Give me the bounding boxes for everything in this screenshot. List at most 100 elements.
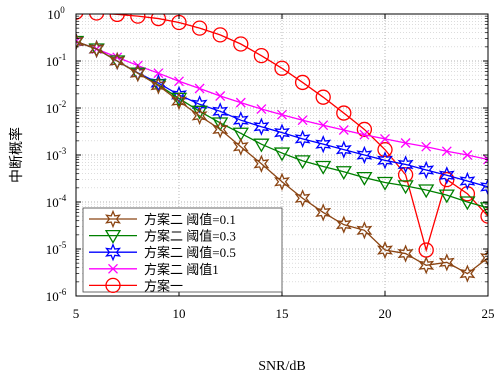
y-tick-label: 10-2 xyxy=(46,99,67,116)
legend-marker xyxy=(108,263,118,274)
data-point xyxy=(253,117,270,136)
data-point xyxy=(256,104,267,115)
data-point xyxy=(233,36,249,52)
data-point xyxy=(459,186,476,202)
data-point xyxy=(462,150,473,160)
data-point xyxy=(356,171,373,186)
data-point xyxy=(194,83,205,94)
data-point xyxy=(459,264,476,283)
data-point xyxy=(418,256,435,275)
data-point xyxy=(397,180,414,195)
legend-marker xyxy=(104,229,122,244)
data-point xyxy=(315,89,331,105)
data-point xyxy=(294,129,311,149)
data-point xyxy=(253,154,270,174)
x-tick-label: 20 xyxy=(379,306,392,321)
data-point xyxy=(297,115,308,126)
data-point xyxy=(315,134,332,154)
data-point xyxy=(459,171,476,191)
data-point xyxy=(418,184,435,199)
data-point xyxy=(480,208,488,224)
x-tick-label: 10 xyxy=(173,306,186,321)
data-point xyxy=(377,151,393,170)
data-point xyxy=(397,244,414,263)
data-point xyxy=(273,147,291,162)
data-point xyxy=(109,51,126,71)
data-point xyxy=(153,68,164,79)
data-point xyxy=(191,106,208,126)
data-point xyxy=(212,102,229,121)
data-point xyxy=(89,14,105,21)
data-point xyxy=(88,43,105,58)
data-point xyxy=(294,74,311,91)
data-point xyxy=(335,166,352,181)
data-point xyxy=(356,145,373,165)
data-point xyxy=(235,97,246,108)
data-point xyxy=(253,138,270,153)
y-tick-label: 100 xyxy=(47,5,65,22)
data-point xyxy=(171,91,187,111)
data-point xyxy=(174,76,184,87)
data-point xyxy=(274,60,290,76)
data-point xyxy=(356,221,373,240)
data-point xyxy=(191,20,208,36)
data-point xyxy=(150,14,167,27)
y-axis-title: 中断概率 xyxy=(8,127,25,183)
x-tick-label: 5 xyxy=(73,306,80,321)
legend-label: 方案一 xyxy=(144,278,183,293)
data-point xyxy=(359,129,370,140)
data-point xyxy=(397,167,414,183)
y-tick-label: 10-6 xyxy=(46,287,67,304)
x-axis-title: SNR/dB xyxy=(258,359,305,374)
data-point xyxy=(480,248,488,268)
data-point xyxy=(318,120,329,131)
y-tick-label: 10-1 xyxy=(46,52,67,69)
data-point xyxy=(130,14,146,24)
data-point xyxy=(397,155,414,174)
data-point xyxy=(315,160,332,175)
legend-label: 方案二 阈值=0.5 xyxy=(144,245,236,260)
data-point xyxy=(212,27,228,43)
data-point xyxy=(377,240,393,260)
data-point xyxy=(441,146,452,157)
data-point xyxy=(274,123,290,142)
data-point xyxy=(232,137,249,156)
legend-marker xyxy=(105,242,121,262)
data-point xyxy=(150,76,167,95)
x-tick-labels: 5 10 15 20 25 xyxy=(73,306,494,321)
data-point xyxy=(377,141,393,158)
data-point xyxy=(479,202,488,217)
axis-ticks xyxy=(75,13,489,297)
data-point xyxy=(274,172,290,191)
y-tick-label: 10-5 xyxy=(46,240,67,257)
x-tick-label: 15 xyxy=(276,306,289,321)
data-point xyxy=(76,32,84,51)
data-point xyxy=(400,138,411,148)
data-point xyxy=(380,133,390,144)
data-point xyxy=(109,55,126,70)
legend-label: 方案二 阈值1 xyxy=(144,262,219,277)
data-point xyxy=(215,91,226,101)
data-point xyxy=(232,127,249,142)
series-1 xyxy=(76,32,488,283)
data-point xyxy=(212,120,229,139)
legend-label: 方案二 阈值=0.3 xyxy=(144,229,236,244)
series-layer xyxy=(76,14,488,283)
data-point xyxy=(459,196,476,211)
data-point xyxy=(171,85,187,105)
major-grid xyxy=(76,13,488,297)
data-point xyxy=(335,140,352,159)
data-point xyxy=(315,203,332,222)
data-point xyxy=(212,117,229,132)
data-point xyxy=(277,109,287,120)
data-point xyxy=(480,177,488,197)
data-point xyxy=(335,215,352,234)
data-point xyxy=(418,160,435,180)
legend-marker xyxy=(105,209,121,229)
data-point xyxy=(421,141,432,152)
legend-label: 方案二 阈值=0.1 xyxy=(144,212,236,227)
data-point xyxy=(129,63,146,83)
data-point xyxy=(253,47,270,64)
